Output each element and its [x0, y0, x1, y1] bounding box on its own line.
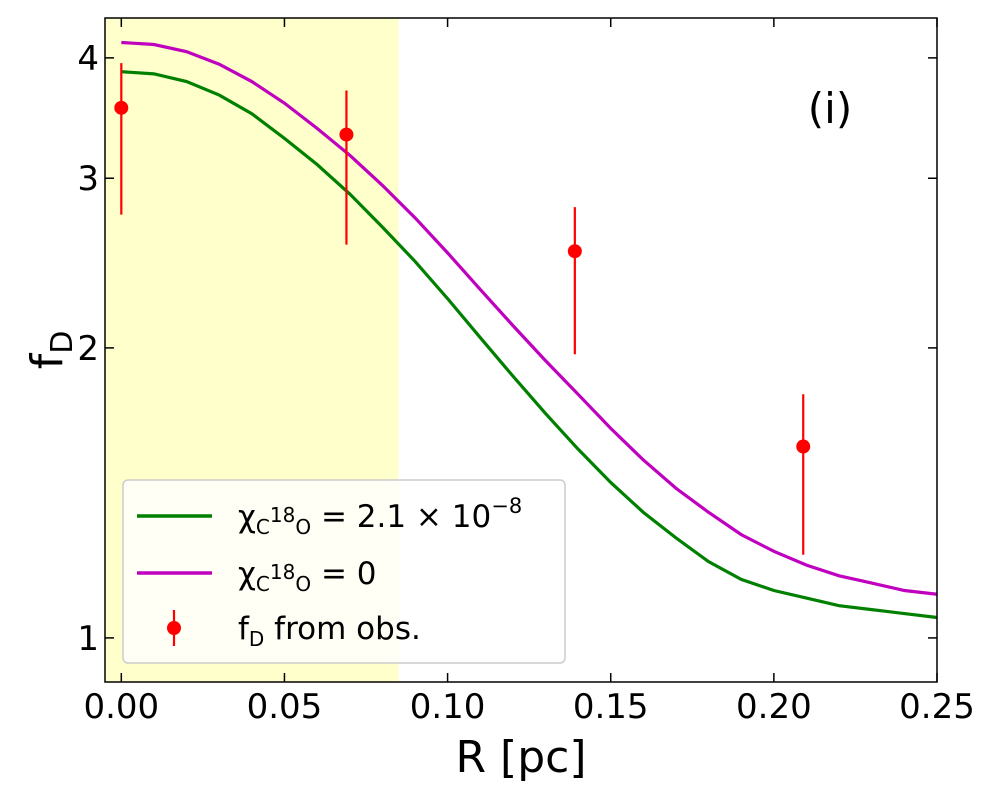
observations-layer	[114, 63, 811, 555]
legend-obs-main: f	[238, 611, 250, 647]
legend-rhs-1: = 0	[311, 556, 376, 592]
legend-label-green: χC18O = 2.1 × 10−8	[238, 494, 522, 539]
legend-label-obs: fD from obs.	[238, 611, 421, 651]
legend-box	[122, 479, 566, 664]
x-tick-label: 0.15	[573, 687, 649, 727]
legend-chi-0: χ	[238, 499, 256, 535]
x-tick-label: 0.20	[736, 687, 812, 727]
legend-obs-sub: D	[249, 627, 264, 651]
legend: χC18O = 2.1 × 10−8 χC18O = 0 fD from obs…	[122, 479, 566, 664]
obs-point	[114, 100, 129, 115]
legend-sup-0: 18	[270, 503, 295, 527]
panel-label: (i)	[808, 84, 852, 133]
series-layer	[121, 40, 938, 620]
x-tick-label: 0.25	[899, 687, 975, 727]
legend-label-magenta: χC18O = 0	[238, 556, 377, 596]
x-tick-label: 0.10	[410, 687, 486, 727]
y-tick-label: 2	[77, 329, 99, 369]
legend-sub-c-1: C	[256, 572, 270, 596]
legend-sub-c-0: C	[256, 515, 270, 539]
obs-point	[796, 439, 811, 454]
legend-sub-o-0: O	[295, 515, 311, 539]
legend-rhs-0: = 2.1 × 10	[311, 499, 491, 535]
legend-chi-1: χ	[238, 556, 256, 592]
plot-frame	[104, 17, 938, 683]
obs-point	[339, 127, 354, 142]
x-tick-label: 0.05	[247, 687, 323, 727]
series-line-magenta	[121, 40, 938, 596]
y-axis-title-sub: D	[45, 331, 80, 354]
y-axis-title: fD	[22, 331, 80, 370]
legend-swatch-point	[167, 621, 181, 635]
obs-point	[567, 244, 582, 259]
y-axis-title-main: f	[22, 352, 73, 369]
series-line-green	[121, 70, 938, 620]
y-tick-label: 4	[77, 39, 99, 79]
legend-sub-o-1: O	[295, 572, 311, 596]
tick-labels-layer: 0.00 0.05 0.10 0.15 0.20 0.25 1 2 3 4	[77, 39, 974, 727]
x-tick-label: 0.00	[83, 687, 159, 727]
y-tick-label: 1	[77, 619, 99, 659]
legend-exp-0: −8	[491, 494, 522, 518]
legend-obs-rest: from obs.	[264, 611, 421, 647]
y-tick-label: 3	[77, 159, 99, 199]
x-axis-title: R [pc]	[455, 732, 586, 783]
legend-sup-1: 18	[270, 560, 295, 584]
